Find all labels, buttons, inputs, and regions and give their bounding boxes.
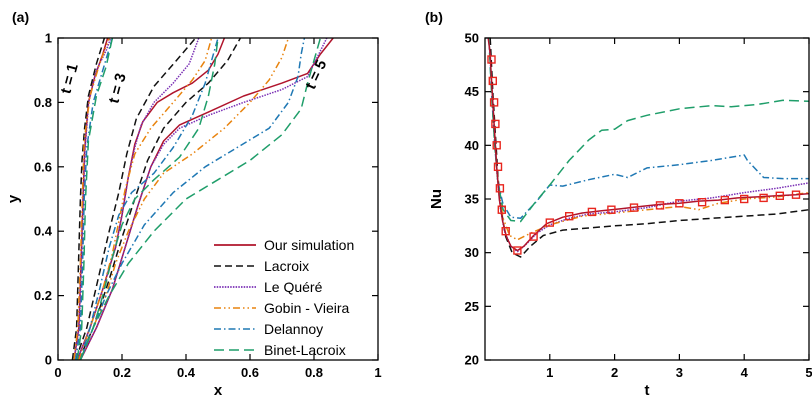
y-tick-label: 25 xyxy=(465,299,479,314)
y-tick-label: 30 xyxy=(465,245,479,260)
x-tick-label: 4 xyxy=(741,365,749,380)
data-point-marker xyxy=(492,141,501,150)
x-tick-label: 1 xyxy=(546,365,553,380)
data-point-marker xyxy=(629,203,639,212)
panel-b-y-axis-label: Nu xyxy=(428,189,445,209)
panel-b-curves xyxy=(487,37,810,258)
series-delannoy-t-3 xyxy=(79,37,219,361)
data-point-marker xyxy=(775,191,784,201)
y-tick-label: 0.8 xyxy=(34,95,52,110)
x-tick-label: 3 xyxy=(676,365,683,380)
series-binet-lacroix-t-3 xyxy=(79,37,219,361)
series-le-quere xyxy=(488,37,810,253)
y-tick-label: 1 xyxy=(45,31,52,46)
annotation-t-5: t = 5 xyxy=(302,57,330,92)
data-point-marker xyxy=(740,194,749,204)
data-point-marker xyxy=(587,207,597,217)
legend-label-binet-lacroix: Binet-Lacroix xyxy=(264,342,346,358)
series-delannoy xyxy=(488,37,809,220)
legend-label-lacroix: Lacroix xyxy=(264,258,309,274)
panel-a-curves xyxy=(71,37,334,361)
legend-label-gobin-vieira: Gobin - Vieira xyxy=(264,300,350,316)
data-point-marker xyxy=(491,119,500,129)
panel-b-label: (b) xyxy=(425,9,443,25)
panel-a: (a) 0 0.2 0.4 0.6 0.8 1 0 0.2 0.4 0.6 0.8 1 x y t … xyxy=(5,9,382,398)
x-tick-label: 1 xyxy=(374,365,381,380)
panel-b-x-axis-label: t xyxy=(645,382,650,398)
panel-a-x-ticks: 0 0.2 0.4 0.6 0.8 1 xyxy=(54,38,382,380)
y-tick-label: 0 xyxy=(45,353,52,368)
x-tick-label: 0.2 xyxy=(113,365,131,380)
x-tick-label: 0.4 xyxy=(177,365,196,380)
x-tick-label: 5 xyxy=(805,365,812,380)
series-lacroix-t-3 xyxy=(74,37,197,361)
data-point-marker xyxy=(607,205,616,214)
panel-a-x-axis-label: x xyxy=(214,382,223,398)
data-point-marker xyxy=(501,226,510,236)
series-lacroix-t-5 xyxy=(78,37,242,361)
data-point-marker xyxy=(759,193,768,203)
series-delannoy-t-1 xyxy=(74,37,114,361)
series-gobin-vieira-t-1 xyxy=(73,37,110,361)
series-le-quere-t-5 xyxy=(79,37,328,361)
data-point-marker xyxy=(791,190,801,199)
series-delannoy-t-5 xyxy=(79,37,306,361)
y-tick-label: 0.2 xyxy=(34,288,52,303)
series-binet-lacroix-t-5 xyxy=(79,37,322,361)
series-gobin-vieira-t-3 xyxy=(78,37,213,361)
x-tick-label: 0.8 xyxy=(305,365,323,380)
annotation-t-3: t = 3 xyxy=(106,71,130,105)
legend-label-our-simulation: Our simulation xyxy=(264,237,354,253)
y-tick-label: 50 xyxy=(465,31,479,46)
data-point-marker xyxy=(675,199,684,208)
series-our-simulation xyxy=(487,37,810,252)
annotation-t-1: t = 1 xyxy=(58,62,82,96)
series-gobin-vieira xyxy=(488,37,810,241)
data-point-marker xyxy=(513,246,522,255)
series-binet-lacroix-t-1 xyxy=(76,37,114,361)
panel-a-frame xyxy=(57,37,379,361)
y-tick-label: 35 xyxy=(465,192,479,207)
legend-label-delannoy: Delannoy xyxy=(264,321,323,337)
panel-a-label: (a) xyxy=(12,9,29,25)
x-tick-label: 0 xyxy=(54,365,61,380)
panel-b-x-ticks: 1 2 3 4 5 xyxy=(546,38,812,380)
data-point-marker xyxy=(493,162,503,172)
panel-b-y-ticks: 20 25 30 35 40 45 50 xyxy=(465,31,809,368)
y-tick-label: 0.6 xyxy=(34,159,52,174)
series-markers-our-simulation xyxy=(487,55,801,255)
panel-a-y-ticks: 0 0.2 0.4 0.6 0.8 1 xyxy=(34,31,378,368)
legend-label-le-quere: Le Quéré xyxy=(264,279,323,295)
y-tick-label: 45 xyxy=(465,84,479,99)
y-tick-label: 40 xyxy=(465,138,479,153)
y-tick-label: 20 xyxy=(465,353,479,368)
x-tick-label: 2 xyxy=(611,365,618,380)
data-point-marker xyxy=(545,218,554,227)
series-le-quere-t-3 xyxy=(76,37,200,361)
y-tick-label: 0.4 xyxy=(34,224,53,239)
data-point-marker xyxy=(720,195,729,205)
data-point-marker xyxy=(565,211,574,221)
panel-a-y-axis-label: y xyxy=(5,194,22,203)
data-point-marker xyxy=(655,201,665,210)
data-point-marker xyxy=(497,205,506,214)
data-point-marker xyxy=(489,98,499,107)
series-lacroix-t-1 xyxy=(71,37,106,361)
x-tick-label: 0.6 xyxy=(241,365,259,380)
data-point-marker xyxy=(487,55,496,64)
data-point-marker xyxy=(697,197,707,207)
data-point-marker xyxy=(488,76,497,86)
series-lacroix xyxy=(489,37,810,258)
data-point-marker xyxy=(529,232,538,241)
data-point-marker xyxy=(495,184,505,193)
series-gobin-vieira-t-5 xyxy=(79,37,290,361)
panel-a-legend: Our simulation Lacroix Le Quéré Gobin - Vie… xyxy=(214,237,354,358)
